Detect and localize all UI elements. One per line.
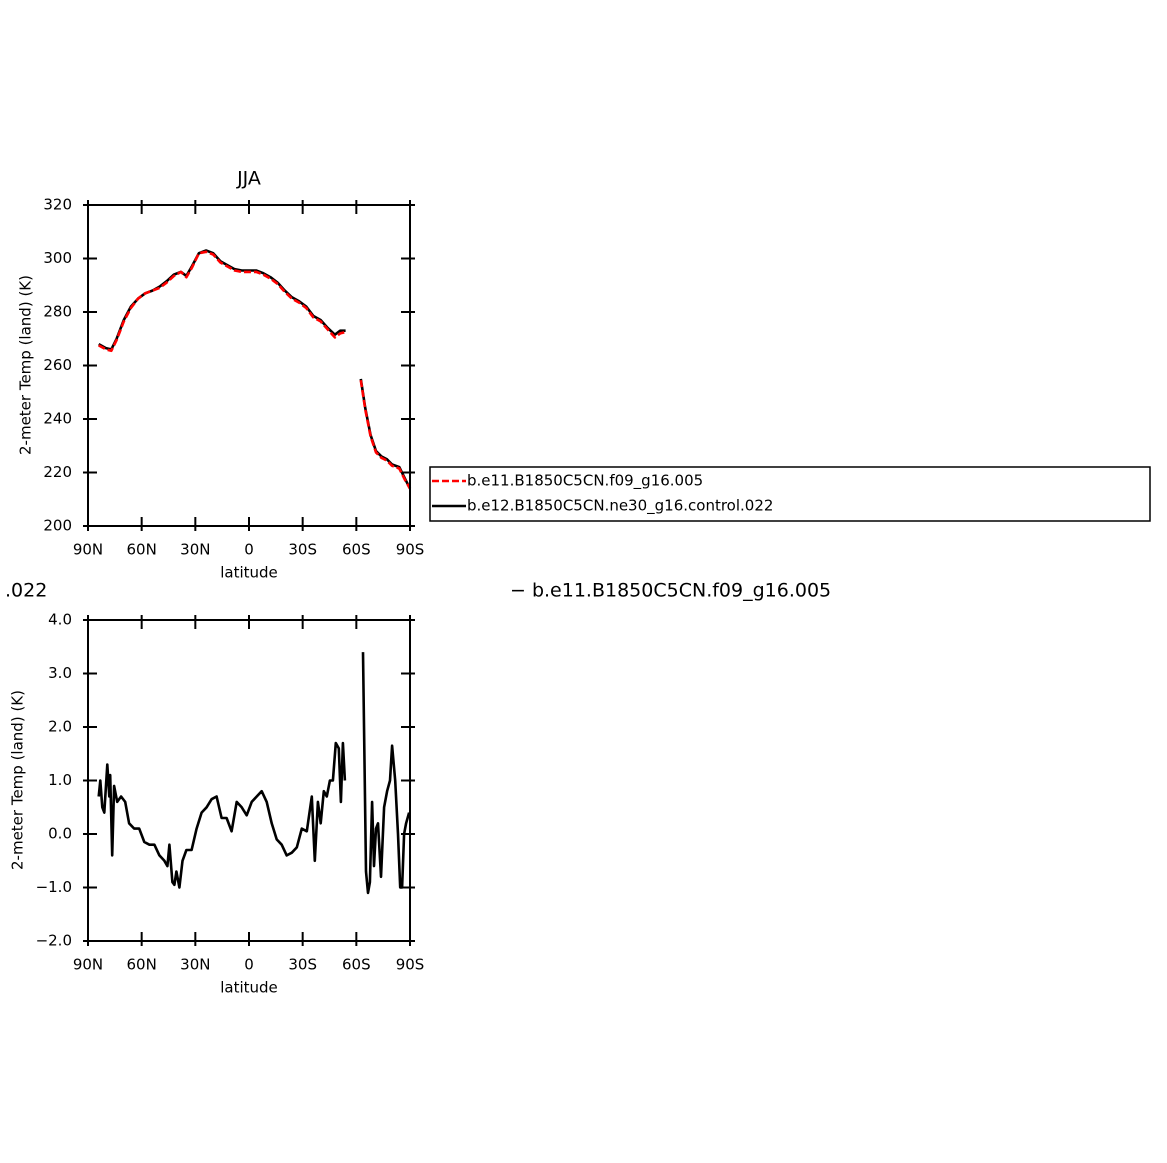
- y-tick-label: −2.0: [36, 932, 72, 950]
- x-axis-label: latitude: [220, 564, 278, 582]
- y-tick-label: 2.0: [48, 718, 72, 736]
- y-tick-label: 1.0: [48, 771, 72, 789]
- x-tick-label: 60S: [342, 541, 371, 559]
- x-tick-label: 60S: [342, 956, 371, 974]
- y-tick-label: 300: [43, 249, 72, 267]
- legend-label: b.e11.B1850C5CN.f09_g16.005: [467, 472, 703, 491]
- y-tick-label: 280: [43, 303, 72, 321]
- x-tick-label: 30S: [288, 541, 317, 559]
- y-axis-label: 2-meter Temp (land) (K): [17, 275, 35, 455]
- x-tick-label: 0: [244, 541, 254, 559]
- x-tick-label: 30S: [288, 956, 317, 974]
- data-line: [98, 250, 412, 490]
- y-tick-label: 240: [43, 410, 72, 428]
- x-tick-label: 90S: [396, 541, 425, 559]
- x-tick-label: 30N: [180, 956, 210, 974]
- x-tick-label: 90N: [73, 541, 103, 559]
- y-tick-label: 3.0: [48, 664, 72, 682]
- plot-frame: [87, 204, 411, 527]
- x-tick-label: 60N: [127, 541, 157, 559]
- plot-frame: [87, 619, 411, 942]
- x-tick-label: 90S: [396, 956, 425, 974]
- y-tick-label: 4.0: [48, 611, 72, 629]
- legend-box: [429, 466, 1151, 522]
- y-tick-label: −1.0: [36, 878, 72, 896]
- legend-label: b.e12.B1850C5CN.ne30_g16.control.022: [467, 497, 773, 516]
- chart-title: JJA: [236, 168, 261, 190]
- x-tick-label: 90N: [73, 956, 103, 974]
- y-axis-label: 2-meter Temp (land) (K): [9, 690, 27, 870]
- y-tick-label: 260: [43, 356, 72, 374]
- x-tick-label: 0: [244, 956, 254, 974]
- data-line: [97, 652, 411, 895]
- y-tick-label: 0.0: [48, 825, 72, 843]
- chart-title-left: .022: [5, 580, 47, 602]
- y-tick-label: 200: [43, 517, 72, 535]
- y-tick-label: 320: [43, 196, 72, 214]
- chart-title-right: − b.e11.B1850C5CN.f09_g16.005: [510, 580, 831, 602]
- data-line: [98, 249, 412, 490]
- x-tick-label: 60N: [127, 956, 157, 974]
- x-axis-label: latitude: [220, 979, 278, 997]
- y-tick-label: 220: [43, 463, 72, 481]
- x-tick-label: 30N: [180, 541, 210, 559]
